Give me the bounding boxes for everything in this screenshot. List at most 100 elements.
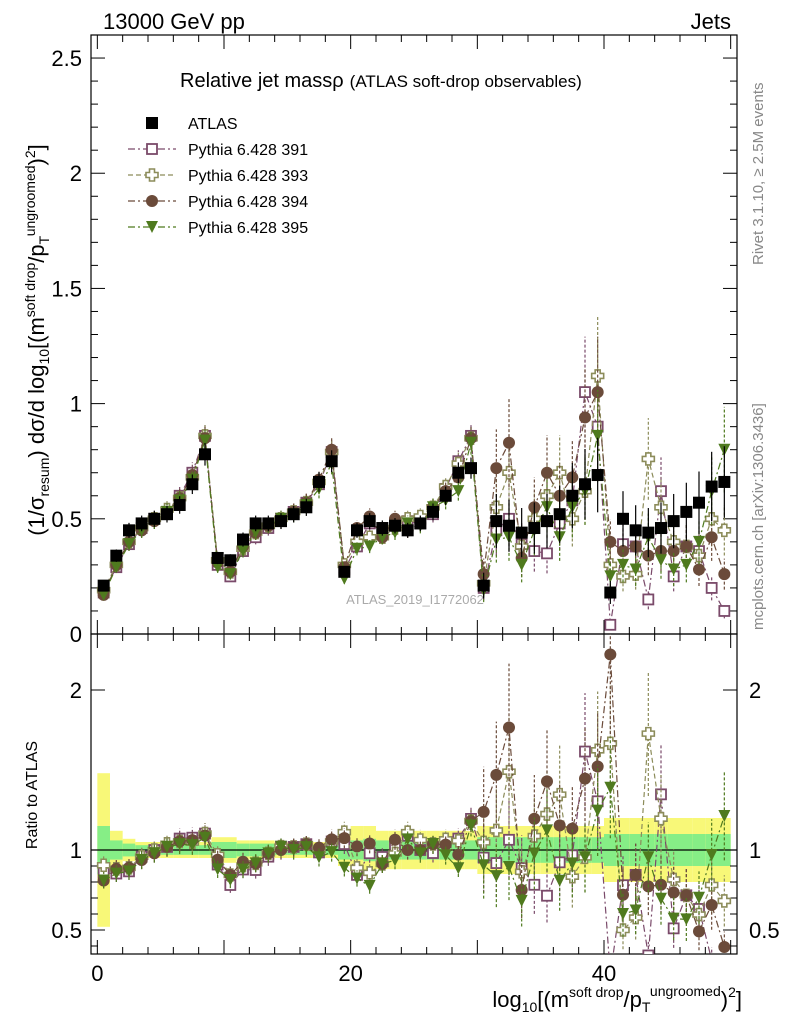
x-tick-label: 0 bbox=[91, 961, 103, 986]
data-point bbox=[667, 515, 680, 528]
axes: 0 20 40 0 0.5 1 1.5 2 2.5 0.5 0.5 1 1 2 2 bbox=[51, 34, 780, 986]
data-point bbox=[642, 526, 655, 539]
data-point bbox=[718, 475, 731, 488]
ratio-point bbox=[363, 837, 376, 850]
ratio-point bbox=[313, 851, 325, 864]
ratio-point bbox=[617, 908, 629, 920]
ratio-point bbox=[579, 745, 591, 758]
ratio-point bbox=[161, 840, 173, 853]
ratio-point bbox=[427, 837, 439, 850]
x-tick-label: 20 bbox=[338, 961, 362, 986]
data-point bbox=[617, 558, 629, 571]
ratio-plot-frame bbox=[90, 633, 738, 955]
data-point bbox=[224, 554, 237, 567]
legend-marker bbox=[146, 221, 158, 233]
ratio-point bbox=[389, 854, 401, 867]
data-point bbox=[515, 558, 528, 571]
data-point bbox=[173, 498, 186, 511]
data-point bbox=[363, 540, 376, 553]
series-pythia-6-428-395 bbox=[97, 389, 731, 603]
data-point bbox=[705, 480, 718, 493]
y-tick-label-main: 2 bbox=[70, 161, 82, 186]
data-point bbox=[553, 508, 566, 521]
ratio-point bbox=[655, 892, 667, 905]
ratio-point bbox=[641, 726, 656, 741]
legend-label: Pythia 6.428 391 bbox=[188, 142, 308, 159]
data-point bbox=[667, 563, 680, 576]
data-point bbox=[604, 535, 617, 548]
ratio-point bbox=[718, 810, 731, 823]
data-point bbox=[718, 605, 731, 617]
data-point bbox=[693, 496, 705, 509]
analysis-watermark: ATLAS_2019_I1772062 bbox=[346, 592, 484, 607]
ratio-point bbox=[503, 861, 515, 874]
ratio-point bbox=[439, 849, 452, 862]
ratio-point bbox=[313, 841, 325, 854]
ratio-point bbox=[249, 857, 262, 870]
legend-marker bbox=[146, 195, 158, 207]
data-point bbox=[97, 588, 110, 601]
data-point bbox=[604, 618, 617, 631]
data-point bbox=[237, 545, 249, 558]
ratio-point bbox=[96, 858, 111, 873]
ratio-point bbox=[503, 721, 515, 734]
legend-label: Pythia 6.428 394 bbox=[188, 194, 308, 211]
ratio-point bbox=[680, 913, 693, 926]
ratio-series-group bbox=[96, 634, 732, 954]
ratio-uncertainty-bands bbox=[91, 773, 737, 927]
data-point bbox=[541, 515, 553, 528]
ratio-point bbox=[439, 838, 452, 851]
legend-marker bbox=[146, 117, 158, 129]
data-point bbox=[705, 531, 718, 544]
data-point bbox=[680, 505, 693, 518]
data-point bbox=[566, 489, 579, 502]
ratio-point bbox=[489, 823, 504, 838]
ratio-point bbox=[603, 736, 618, 751]
data-point bbox=[591, 469, 604, 482]
data-point bbox=[363, 515, 376, 528]
ratio-point bbox=[452, 862, 465, 875]
data-point bbox=[135, 517, 148, 530]
ratio-point bbox=[579, 851, 591, 864]
ratio-point bbox=[566, 857, 579, 870]
data-point bbox=[490, 462, 503, 475]
data-point bbox=[452, 485, 465, 498]
ratio-point bbox=[300, 841, 313, 854]
ratio-point bbox=[401, 833, 414, 846]
ratio-point bbox=[351, 840, 363, 853]
data-point bbox=[693, 535, 705, 548]
ratio-point bbox=[717, 894, 732, 908]
ratio-point bbox=[655, 788, 667, 801]
ratio-point bbox=[325, 846, 338, 859]
legend-entry-pythia-6-428-395: Pythia 6.428 395 bbox=[128, 220, 308, 237]
series-pythia-6-428-394 bbox=[97, 336, 731, 601]
ratio-point bbox=[693, 925, 705, 938]
data-point bbox=[667, 545, 680, 558]
ratio-point bbox=[237, 863, 249, 876]
ratio-point bbox=[186, 839, 199, 852]
ratio-point bbox=[148, 847, 161, 860]
y-tick-label-main: 0.5 bbox=[51, 507, 82, 532]
ratio-point bbox=[389, 833, 401, 846]
ratio-point bbox=[667, 886, 680, 899]
data-point bbox=[313, 475, 325, 488]
ratio-point bbox=[452, 848, 465, 861]
ratio-point bbox=[376, 857, 389, 870]
ratio-point bbox=[502, 764, 516, 779]
legend-label: Pythia 6.428 393 bbox=[188, 168, 308, 185]
ratio-point bbox=[642, 949, 655, 954]
data-point bbox=[591, 386, 604, 399]
data-point bbox=[110, 549, 123, 562]
data-point bbox=[465, 462, 477, 475]
data-point bbox=[224, 568, 237, 581]
data-point bbox=[401, 524, 414, 537]
data-point bbox=[490, 515, 503, 528]
data-point bbox=[161, 508, 173, 521]
y-tick-label-main: 2.5 bbox=[51, 46, 82, 71]
ratio-point bbox=[287, 844, 300, 856]
x-axis-label: log10[(msoft drop/pTungroomed)2] bbox=[492, 983, 742, 1015]
data-point bbox=[693, 563, 705, 576]
y-tick-label-ratio: 2 bbox=[70, 678, 82, 703]
ratio-point bbox=[477, 859, 490, 872]
